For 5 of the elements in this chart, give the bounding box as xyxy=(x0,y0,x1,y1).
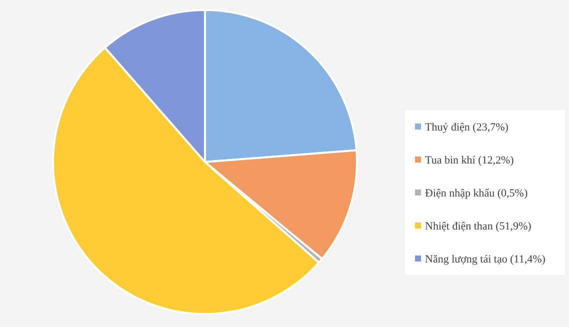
legend-label: Điện nhập khẩu (0,5%) xyxy=(425,188,528,200)
legend-label: Thuỷ điện (23,7%) xyxy=(425,122,509,134)
legend-label: Năng lượng tái tạo (11,4%) xyxy=(425,254,546,266)
legend-label: Nhiệt điện than (51,9%) xyxy=(425,220,532,232)
legend-label: Tua bin khí (12,2%) xyxy=(425,154,514,166)
